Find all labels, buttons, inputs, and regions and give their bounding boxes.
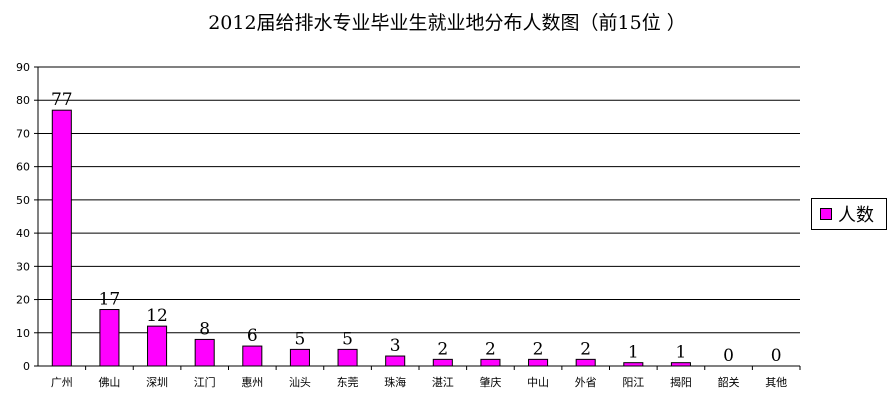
x-tick-label: 湛江	[432, 376, 454, 389]
x-tick-label: 广州	[51, 376, 73, 389]
x-tick-label: 深圳	[146, 376, 168, 389]
x-tick-label: 肇庆	[479, 375, 501, 389]
bars	[51, 109, 691, 367]
data-label: 77	[51, 90, 73, 110]
x-tick-label: 其他	[765, 376, 787, 389]
legend: 人数	[811, 198, 887, 230]
data-label: 0	[771, 346, 782, 366]
chart-title: 2012届给排水专业毕业生就业地分布人数图（前15位 ）	[208, 12, 686, 34]
gridlines	[38, 66, 800, 334]
y-tick-label: 0	[23, 360, 30, 373]
data-label: 8	[199, 319, 210, 339]
x-tick-label: 中山	[527, 376, 549, 389]
data-label: 17	[99, 290, 121, 310]
data-label: 1	[676, 343, 687, 363]
y-axis-ticks: 0 10 20 30 40 50 60 70 80 90	[16, 61, 38, 373]
x-tick-label: 揭阳	[670, 375, 692, 389]
bar	[337, 348, 358, 367]
y-tick-label: 80	[16, 94, 30, 107]
bar	[432, 358, 453, 367]
y-tick-label: 30	[16, 260, 30, 273]
x-tick-label: 外省	[575, 376, 597, 389]
data-label: 5	[342, 329, 353, 349]
data-label: 0	[723, 346, 734, 366]
data-label: 2	[580, 339, 591, 359]
x-tick-label: 惠州	[241, 375, 263, 389]
y-tick-label: 50	[16, 194, 30, 207]
x-tick-label: 江门	[194, 375, 216, 389]
bar	[385, 355, 406, 367]
data-labels: 77 17 12 8 6 5 5 3 2 2 2 2 1 1 0 0	[51, 90, 782, 366]
bar	[242, 345, 263, 367]
data-label: 12	[146, 306, 168, 326]
data-label: 5	[295, 329, 306, 349]
y-tick-label: 70	[16, 127, 30, 140]
y-tick-label: 20	[16, 294, 30, 307]
bar	[575, 358, 596, 367]
bar	[289, 348, 310, 367]
x-tick-label: 韶关	[718, 375, 740, 389]
y-tick-label: 40	[16, 227, 30, 240]
x-axis-labels: 广州 佛山 深圳 江门 惠州 汕头 东莞 珠海 湛江 肇庆 中山 外省 阳江 揭阳 韶关 其他	[51, 366, 801, 389]
bar	[147, 325, 168, 367]
x-tick-label: 珠海	[384, 375, 406, 389]
bar	[480, 358, 501, 367]
plot-area	[38, 67, 800, 366]
data-label: 2	[437, 339, 448, 359]
data-label: 6	[247, 326, 258, 346]
bar	[194, 338, 215, 367]
legend-swatch	[820, 208, 832, 220]
bar	[99, 309, 120, 367]
bar	[528, 358, 549, 367]
x-tick-label: 东莞	[337, 376, 359, 389]
y-tick-label: 90	[16, 61, 30, 74]
y-tick-label: 10	[16, 327, 30, 340]
bar	[51, 109, 72, 367]
x-tick-label: 汕头	[289, 376, 311, 389]
data-label: 1	[628, 343, 639, 363]
x-tick-label: 佛山	[98, 376, 120, 389]
data-label: 3	[390, 336, 401, 356]
legend-label: 人数	[838, 205, 874, 226]
data-label: 2	[533, 339, 544, 359]
data-label: 2	[485, 339, 496, 359]
y-tick-label: 60	[16, 161, 30, 174]
x-tick-label: 阳江	[622, 376, 644, 389]
